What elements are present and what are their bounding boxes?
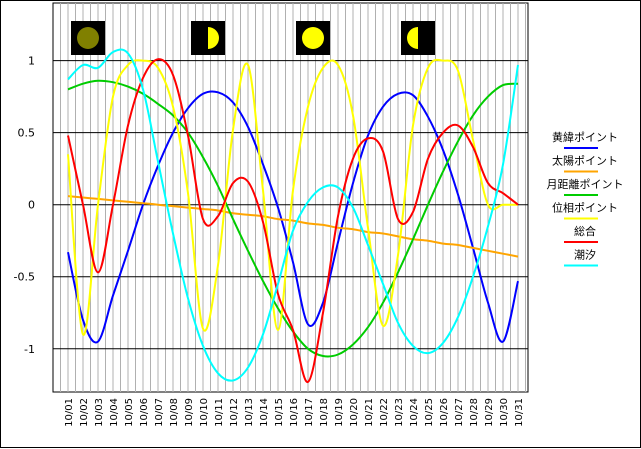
series-line-1	[67, 195, 519, 258]
x-tick-label: 10/15	[274, 398, 285, 427]
series-line-0	[67, 90, 519, 344]
x-tick-label: 10/19	[334, 398, 345, 427]
x-tick-label: 10/21	[364, 398, 375, 427]
x-tick-label: 10/20	[349, 398, 360, 427]
x-tick-label: 10/12	[229, 398, 240, 427]
series-line-3	[67, 58, 518, 336]
x-tick-label: 10/23	[394, 398, 405, 427]
x-tick-label: 10/05	[124, 398, 135, 427]
last-quarter-moon-icon	[407, 27, 418, 49]
x-tick-label: 10/17	[304, 398, 315, 427]
x-tick-label: 10/08	[169, 398, 180, 427]
x-tick-label: 10/25	[424, 398, 435, 427]
x-tick-label: 10/27	[454, 398, 465, 427]
legend-label-3: 位相ポイント	[552, 201, 618, 215]
x-tick-label: 10/26	[439, 398, 450, 427]
x-tick-label: 10/18	[319, 398, 330, 427]
y-tick-label: -0.5	[14, 271, 35, 284]
x-tick-label: 10/13	[244, 398, 255, 427]
x-tick-label: 10/09	[184, 398, 195, 427]
legend-label-2: 月距離ポイント	[547, 177, 624, 191]
x-tick-label: 10/06	[139, 398, 150, 427]
series-line-5	[67, 48, 519, 382]
x-tick-label: 10/10	[199, 398, 210, 427]
x-tick-label: 10/07	[154, 398, 165, 427]
x-tick-label: 10/24	[409, 398, 420, 427]
x-tick-label: 10/04	[109, 398, 120, 427]
x-tick-label: 10/31	[514, 398, 525, 427]
y-tick-label: 0.5	[18, 127, 36, 140]
y-tick-label: -1	[24, 343, 35, 356]
legend-label-5: 潮汐	[574, 248, 596, 262]
full-moon-icon	[302, 27, 324, 49]
x-tick-label: 10/01	[64, 398, 75, 427]
x-tick-label: 10/22	[379, 398, 390, 427]
legend-label-4: 総合	[574, 224, 596, 238]
legend-label-0: 黄緯ポイント	[552, 130, 618, 144]
new-moon-icon	[77, 27, 99, 49]
x-tick-label: 10/28	[469, 398, 480, 427]
x-tick-label: 10/14	[259, 398, 270, 427]
x-tick-label: 10/11	[214, 398, 225, 427]
x-tick-label: 10/03	[94, 398, 105, 427]
x-tick-label: 10/02	[79, 398, 90, 427]
x-tick-label: 10/29	[484, 398, 495, 427]
x-tick-label: 10/30	[499, 398, 510, 427]
y-tick-label: 1	[28, 55, 35, 68]
plot-area	[52, 2, 529, 393]
first-quarter-moon-icon	[208, 27, 219, 49]
legend-label-1: 太陽ポイント	[552, 155, 618, 168]
y-tick-label: 0	[28, 199, 35, 212]
x-tick-label: 10/16	[289, 398, 300, 427]
